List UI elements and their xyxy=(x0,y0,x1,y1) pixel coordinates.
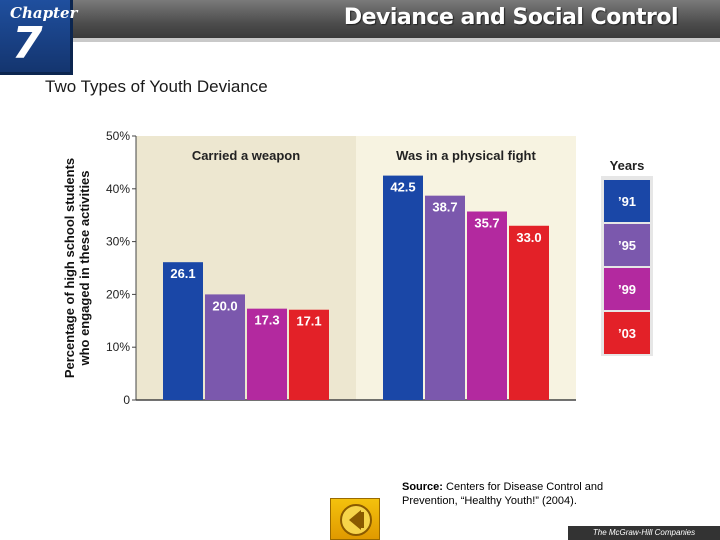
bar xyxy=(289,309,329,400)
legend-label: ’91 xyxy=(618,194,636,209)
bar-data-label: 42.5 xyxy=(390,180,415,195)
chapter-title: Deviance and Social Control xyxy=(343,5,679,30)
bar xyxy=(247,308,287,400)
y-axis-title: Percentage of high school students xyxy=(62,158,77,378)
bar xyxy=(509,225,549,400)
back-arrow-icon xyxy=(340,504,372,536)
source-text: Centers for Disease Control and Preventi… xyxy=(402,481,604,507)
bar xyxy=(425,195,465,400)
bar xyxy=(467,211,507,400)
legend-label: ’99 xyxy=(618,282,636,297)
source-label: Source: xyxy=(402,481,443,493)
bar xyxy=(163,262,203,400)
bar-data-label: 20.0 xyxy=(212,298,237,313)
y-tick-label: 30% xyxy=(106,235,130,249)
bar-data-label: 17.1 xyxy=(296,314,321,329)
back-button[interactable] xyxy=(330,498,380,540)
chapter-badge: Chapter 7 xyxy=(0,0,77,75)
legend-swatch xyxy=(604,312,650,354)
bar-data-label: 38.7 xyxy=(432,200,457,215)
publisher-logo: The McGraw-Hill Companies xyxy=(568,526,720,540)
legend-swatch xyxy=(604,180,650,222)
chapter-number: 7 xyxy=(12,18,43,69)
source-note: Source: Centers for Disease Control and … xyxy=(402,480,652,508)
y-tick-label: 50% xyxy=(106,129,130,143)
y-tick-label: 40% xyxy=(106,182,130,196)
legend-swatch xyxy=(604,224,650,266)
y-tick-label: 0 xyxy=(123,393,130,407)
bar xyxy=(205,294,245,400)
header-divider xyxy=(70,38,720,42)
bar-data-label: 35.7 xyxy=(474,216,499,231)
bar-data-label: 33.0 xyxy=(516,230,541,245)
header-bar: Deviance and Social Control xyxy=(0,0,720,38)
bar-chart: 0 10% 20% 30% 40% 50% Percentage of high schoo… xyxy=(62,129,653,407)
y-axis-title: who engaged in these activities xyxy=(77,170,92,366)
bar xyxy=(383,175,423,400)
legend-label: ’03 xyxy=(618,326,636,341)
bar-data-label: 26.1 xyxy=(170,266,195,281)
legend-label: ’95 xyxy=(618,238,636,253)
y-tick-label: 10% xyxy=(106,340,130,354)
legend-swatch xyxy=(604,268,650,310)
category-label: Was in a physical fight xyxy=(396,148,536,163)
category-label: Carried a weapon xyxy=(192,148,300,163)
slide-title: Two Types of Youth Deviance xyxy=(45,77,268,96)
bar-data-label: 17.3 xyxy=(254,313,279,328)
chapter-label: Chapter xyxy=(10,4,78,22)
y-tick-label: 20% xyxy=(106,287,130,301)
legend-title: Years xyxy=(610,158,645,173)
